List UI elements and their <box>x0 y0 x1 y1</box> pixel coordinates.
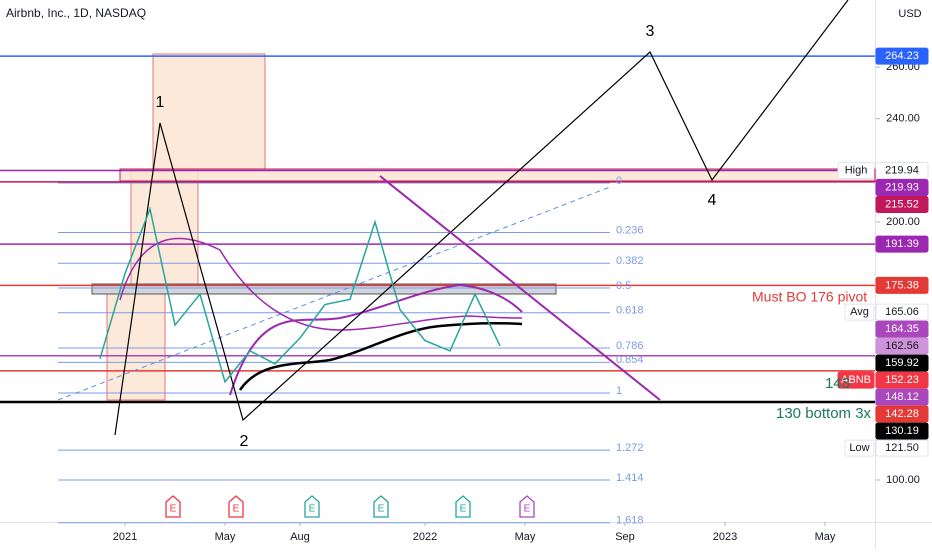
x-tick-label: May <box>815 531 836 543</box>
price-tag-label: 142.28 <box>885 408 919 420</box>
fib-label: 0.854 <box>616 354 644 366</box>
triangle-line <box>379 175 661 401</box>
annotation: Must BO 176 pivot <box>752 289 867 305</box>
annotation: 2 <box>240 433 249 450</box>
annotation: 130 bottom 3x <box>776 405 872 422</box>
earnings-marker <box>373 495 389 518</box>
price-tag <box>875 47 929 65</box>
price-tag <box>875 303 929 321</box>
y-tick-label: 100.00 <box>886 474 920 486</box>
earnings-label: E <box>233 504 240 515</box>
annotation: 143 <box>825 375 850 392</box>
fib-label: 1 <box>616 385 622 397</box>
price-tag-label: 219.93 <box>885 181 919 193</box>
fib-label: 0.382 <box>616 255 644 267</box>
price-tag-label: 130.19 <box>885 425 919 437</box>
price-tag <box>875 178 929 196</box>
annotation: 3 <box>646 23 655 40</box>
tag-name-box <box>844 303 875 321</box>
zone-box <box>119 168 876 182</box>
price-tag <box>875 439 929 457</box>
price-tag <box>875 422 929 440</box>
price-tag <box>875 276 929 294</box>
fib-label: 1.618 <box>616 515 644 527</box>
earnings-label: E <box>378 504 385 515</box>
fib-label: 0 <box>616 175 622 187</box>
price-tag-label: 191.39 <box>885 238 919 250</box>
price-tag <box>875 371 929 389</box>
zone-box <box>152 53 266 171</box>
tag-name-box <box>837 371 875 389</box>
tag-name: ABNB <box>841 374 871 386</box>
x-tick-label: 2023 <box>713 531 737 543</box>
y-tick-label: 240.00 <box>886 113 920 125</box>
annotation: 1 <box>156 94 165 111</box>
price-tag <box>875 195 929 213</box>
x-tick-label: 2021 <box>113 531 137 543</box>
earnings-marker <box>228 495 244 518</box>
annotation: 4 <box>708 192 717 209</box>
price-tag <box>875 337 929 355</box>
price-tag-label: 152.23 <box>885 374 919 386</box>
fib-label: 0.5 <box>616 280 631 292</box>
x-tick-label: 2022 <box>413 531 437 543</box>
zone-box <box>106 284 166 401</box>
price-tag <box>875 388 929 406</box>
y-tick-label: 200.00 <box>886 216 920 228</box>
earnings-label: E <box>309 504 316 515</box>
earnings-marker <box>165 495 181 518</box>
fib-label: 0.786 <box>616 340 644 352</box>
price-tag-label: 175.38 <box>885 279 919 291</box>
price-tag-label: 219.94 <box>885 164 919 176</box>
price-tag <box>875 354 929 372</box>
price-line <box>99 206 501 384</box>
price-tag-label: 148.12 <box>885 391 919 403</box>
price-tag-label: 165.06 <box>885 306 919 318</box>
x-tick-label: Sep <box>615 531 635 543</box>
wave-lines <box>114 0 849 436</box>
x-tick-label: May <box>215 531 236 543</box>
price-tag <box>875 161 929 179</box>
price-tag-label: 162.56 <box>885 340 919 352</box>
earnings-marker <box>519 495 535 518</box>
price-tag <box>875 405 929 423</box>
fib-label: 0.618 <box>616 305 644 317</box>
tag-name-box <box>844 439 875 457</box>
fib-label: 1.414 <box>616 472 644 484</box>
chart-title: Airbnb, Inc., 1D, NASDAQ <box>6 6 146 20</box>
x-tick-label: May <box>515 531 536 543</box>
earnings-marker <box>455 495 471 518</box>
earnings-marker <box>304 495 320 518</box>
earnings-label: E <box>524 504 531 515</box>
x-tick-label: Aug <box>290 531 310 543</box>
earnings-label: E <box>170 504 177 515</box>
tag-name: High <box>845 164 868 176</box>
price-tag-label: 264.23 <box>885 50 919 62</box>
earnings-label: E <box>460 504 467 515</box>
zone-box <box>130 169 199 286</box>
price-tag <box>875 235 929 253</box>
moving-average <box>238 321 523 391</box>
moving-average <box>119 237 523 331</box>
tag-name: Avg <box>850 306 869 318</box>
fib-label: 0.236 <box>616 224 644 236</box>
moving-average <box>229 283 523 396</box>
price-tag-label: 159.92 <box>885 357 919 369</box>
price-tag-label: 121.50 <box>885 442 919 454</box>
price-tag <box>875 320 929 338</box>
tag-name: Low <box>849 442 869 454</box>
tag-name-box <box>837 161 875 179</box>
currency[interactable]: USD <box>898 8 921 20</box>
fib-label: 1.272 <box>616 442 644 454</box>
price-tag-label: 215.52 <box>885 198 919 210</box>
pivot-box <box>91 283 557 295</box>
price-tag-label: 164.35 <box>885 323 919 335</box>
